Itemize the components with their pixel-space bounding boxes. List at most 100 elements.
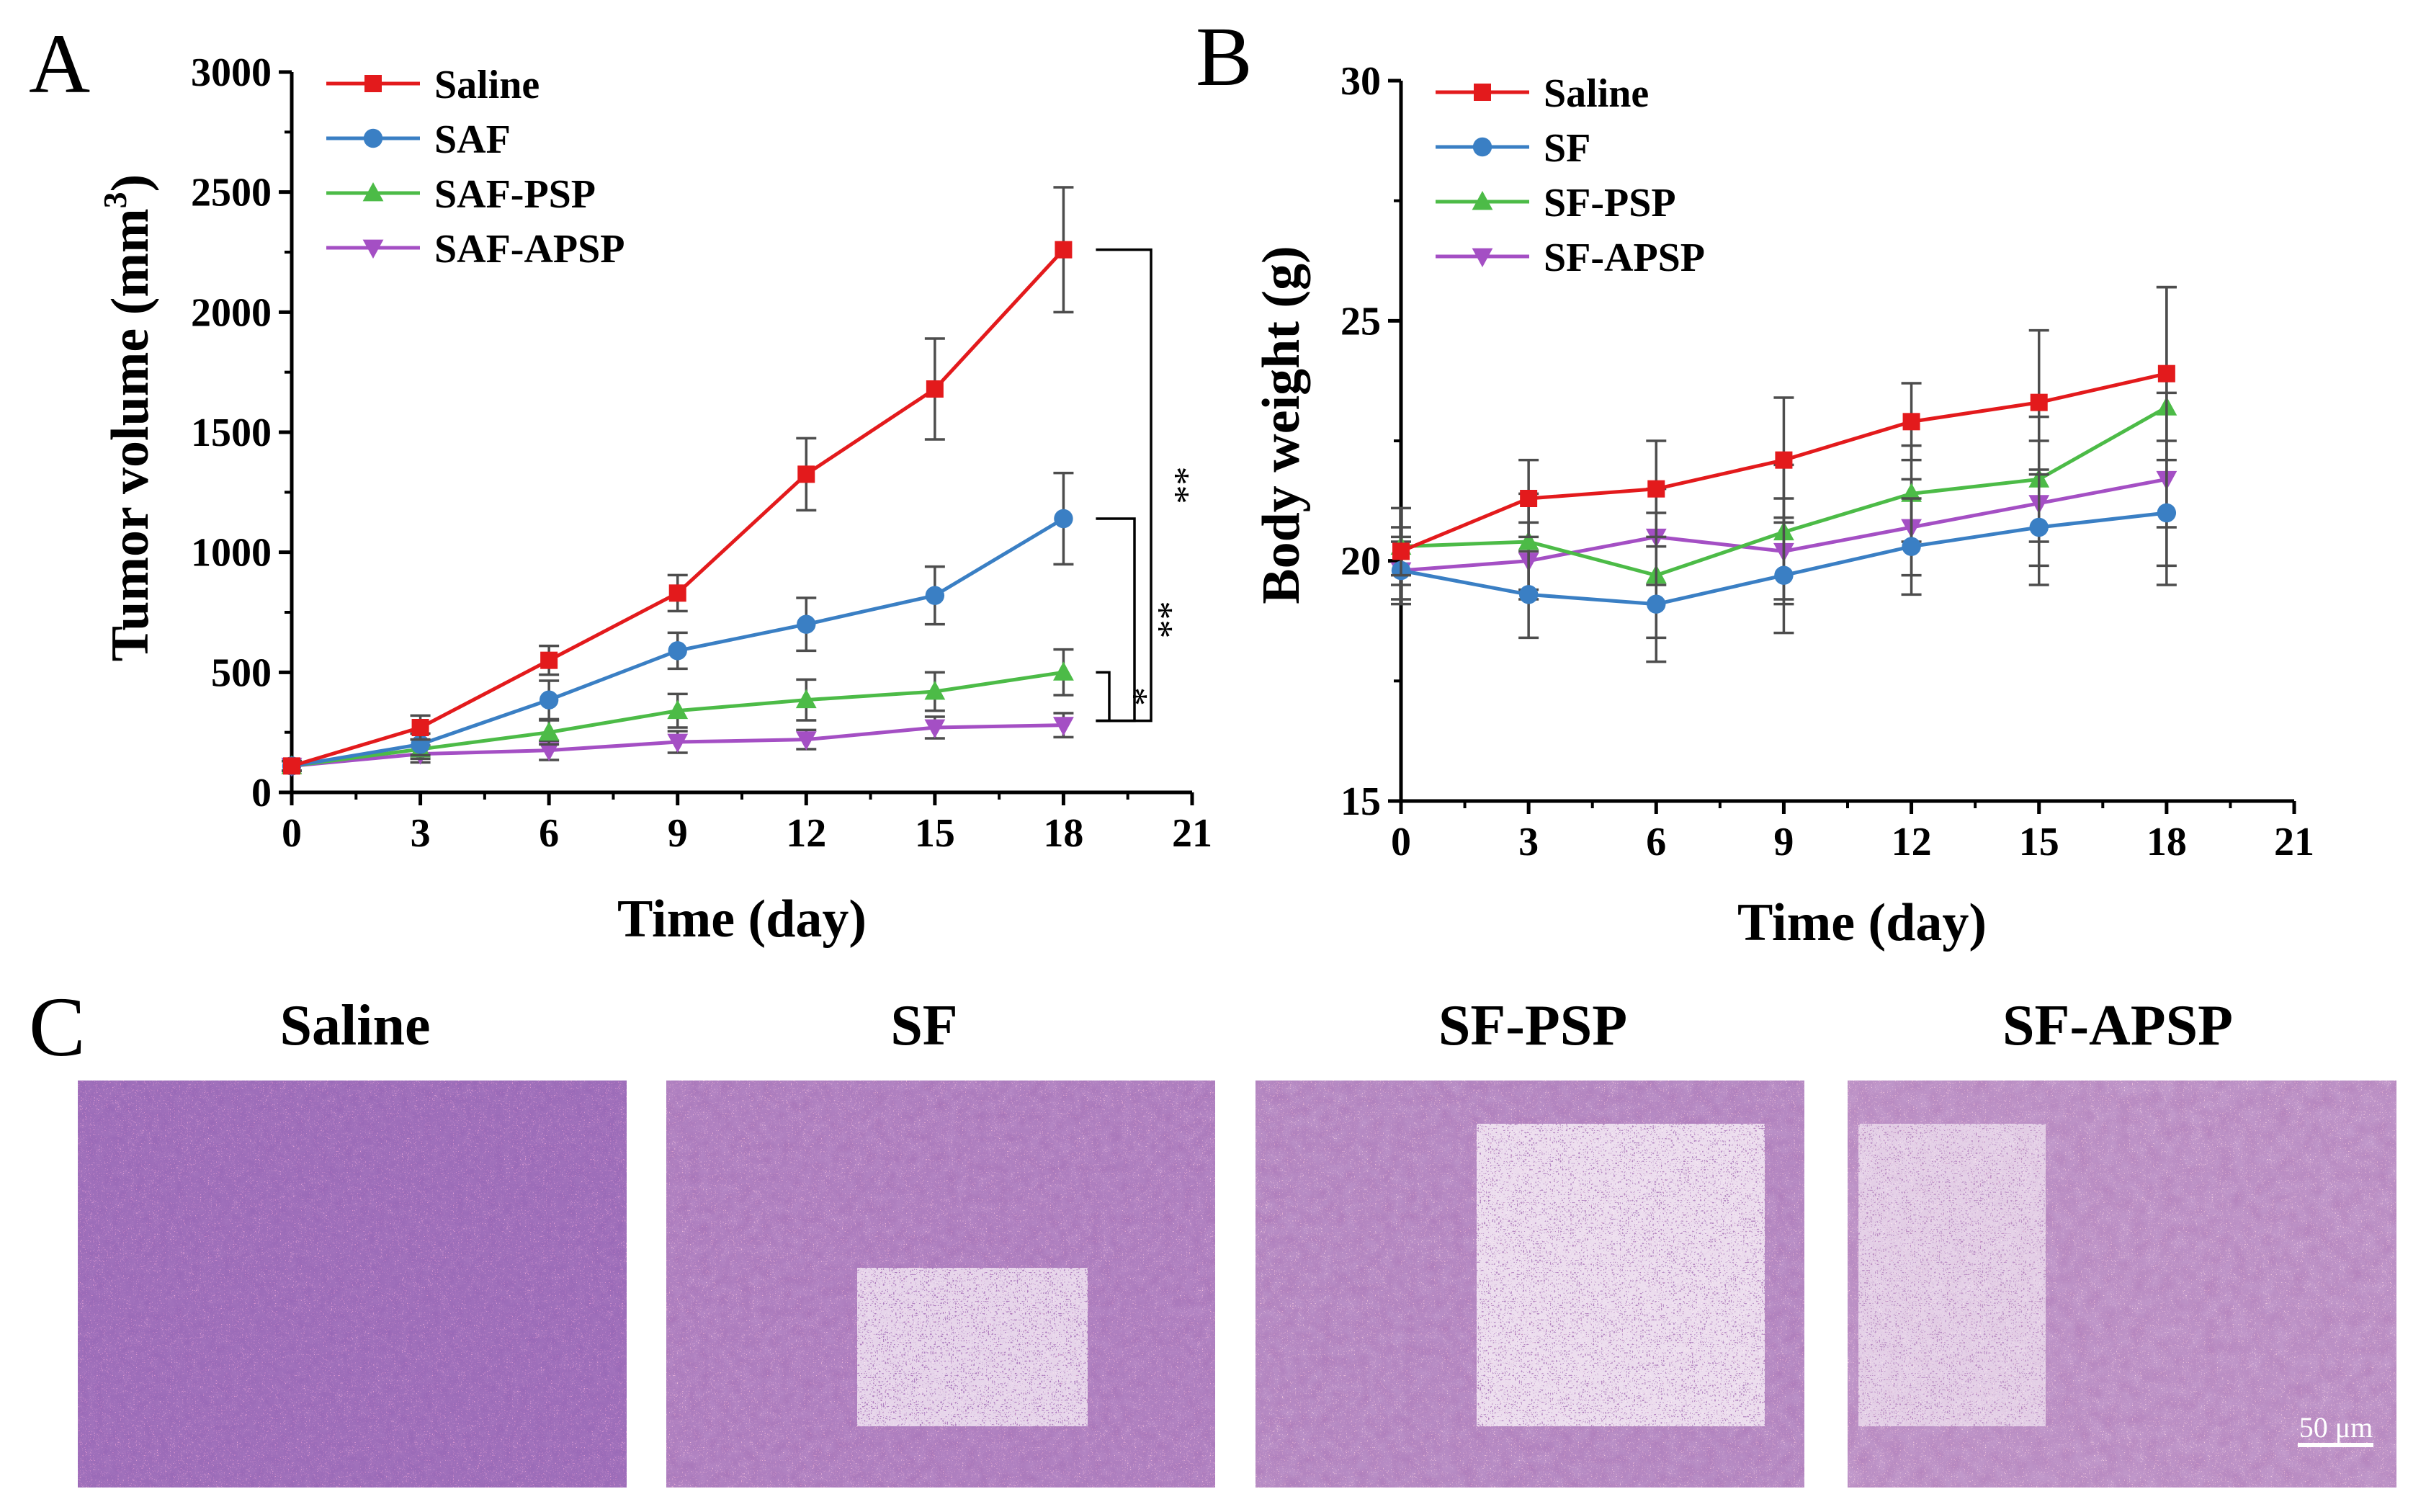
chart-a-data-point (1053, 717, 1074, 736)
chart-b-data-point (1902, 413, 1920, 431)
significance-bracket (1096, 248, 1152, 723)
chart-b-x-tick-label: 6 (1646, 820, 1666, 864)
chart-b-data-point (1774, 565, 1794, 585)
chart-a-y-tick-label: 1500 (191, 411, 272, 455)
panel-label-b: B (1196, 9, 1253, 104)
chart-b-data-point (2029, 517, 2049, 537)
chart-b-y-tick-label: 25 (1340, 299, 1381, 344)
chart-a-data-point (926, 380, 944, 398)
chart-a-legend: Saline SAF SAF-PSP SAF-APSP (326, 63, 625, 272)
chart-b-legend-label: SF-APSP (1544, 236, 1705, 280)
chart-a-data-point (411, 719, 429, 736)
chart-b-legend-label: SF (1544, 126, 1590, 171)
chart-b-ylabel: Body weight (g) (1252, 246, 1311, 604)
histology-image-saline (78, 1081, 627, 1488)
chart-a-data-point (924, 719, 946, 738)
chart-a-x-tick-label: 6 (539, 811, 559, 856)
chart-a-x-tick-label: 15 (915, 811, 955, 856)
chart-b-data-point (2030, 393, 2048, 411)
chart-b-y-tick-label: 30 (1340, 59, 1381, 104)
chart-a-legend-marker (362, 182, 384, 202)
chart-a-y-tick-label: 2500 (191, 171, 272, 215)
chart-a-x-tick-label: 9 (668, 811, 688, 856)
chart-a-legend-marker (364, 75, 382, 92)
chart-a-y-tick-label: 0 (251, 771, 272, 815)
chart-a-data-point (668, 641, 687, 661)
chart-b-data-point (1518, 531, 1539, 550)
chart-a-y-tick-label: 3000 (191, 50, 272, 95)
panel-label-c: C (29, 980, 86, 1074)
chart-a-data-point (795, 731, 817, 751)
chart-a-legend-marker (363, 128, 383, 148)
chart-a-xlabel: Time (day) (617, 890, 867, 949)
chart-b-legend-marker (1472, 191, 1493, 210)
chart-a-data-point (797, 465, 815, 483)
chart-b-data-point (1518, 585, 1539, 604)
chart-b-x-tick-label: 9 (1773, 820, 1794, 864)
chart-b-y-tick-label: 20 (1340, 540, 1381, 584)
chart-b-data-point (1520, 490, 1538, 507)
chart-a-legend-label: SAF-APSP (434, 227, 625, 272)
significance-label: ** (1155, 467, 1196, 504)
chart-b-data-point (1775, 451, 1793, 469)
chart-a-data-point (1054, 509, 1073, 529)
chart-a-data-point (795, 689, 817, 709)
chart-a-data-point (797, 614, 816, 634)
chart-a-x-tick-label: 21 (1172, 811, 1212, 856)
scale-bar-label: 50 μm (2299, 1411, 2373, 1444)
chart-a-legend-label: Saline (434, 63, 540, 107)
chart-a-x-tick-label: 12 (786, 811, 826, 856)
chart-b-legend-marker (1472, 137, 1492, 157)
significance-label: ** (1139, 601, 1180, 638)
chart-b-data-point (1647, 480, 1665, 498)
chart-a-legend-label: SAF-PSP (434, 172, 596, 217)
scale-bar (2298, 1443, 2373, 1447)
panel-label-a: A (29, 17, 90, 111)
chart-a-data-point (539, 690, 559, 710)
chart-a-data-point (283, 757, 300, 775)
body-weight-chart: 0 3 6 9 12 15 18 21 15 20 25 30 Saline SF SF-PSP SF-AP… (1252, 59, 2314, 952)
chart-a-series-saline (282, 186, 1074, 775)
histology-panel: Saline SF SF-PSP SF-APSP 50 μm (78, 994, 2396, 1488)
chart-a-x-tick-label: 3 (411, 811, 431, 856)
chart-a-data-point (1053, 661, 1074, 681)
histology-image-sf-apsp: 50 μm (1848, 1081, 2396, 1488)
chart-a-legend-marker (362, 239, 384, 259)
histology-image-sf (666, 1081, 1215, 1488)
chart-a-data-point (925, 586, 945, 605)
chart-b-legend-label: SF-PSP (1544, 181, 1676, 225)
chart-b-x-tick-label: 15 (2019, 820, 2059, 864)
chart-b-legend: Saline SF SF-PSP SF-APSP (1436, 71, 1705, 280)
chart-b-legend-marker (1472, 248, 1493, 267)
histology-title-sf: SF (890, 994, 957, 1057)
significance-bracket (1096, 517, 1136, 723)
histology-title-sf-apsp: SF-APSP (2002, 994, 2233, 1057)
chart-b-y-tick-label: 15 (1340, 779, 1381, 824)
chart-b-legend-marker (1474, 84, 1491, 101)
chart-a-data-point (924, 681, 946, 700)
chart-b-series-saline (1391, 285, 2177, 577)
chart-b-x-tick-label: 0 (1391, 820, 1411, 864)
histology-image-sf-psp (1255, 1081, 1804, 1488)
chart-a-data-point (540, 651, 558, 669)
chart-a-y-tick-label: 1000 (191, 531, 272, 576)
chart-a-x-tick-label: 18 (1043, 811, 1083, 856)
chart-b-x-tick-label: 12 (1892, 820, 1932, 864)
chart-b-xlabel: Time (day) (1737, 893, 1987, 952)
chart-b-x-tick-label: 21 (2274, 820, 2314, 864)
chart-a-y-tick-label: 500 (211, 650, 272, 695)
chart-b-data-point (2157, 503, 2177, 523)
chart-a-data-point (1055, 241, 1073, 259)
tumor-volume-chart: 0 3 6 9 12 15 18 21 0 500 1000 1500 2000 2500 3000 Sal… (97, 50, 1212, 949)
histology-title-sf-psp: SF-PSP (1438, 994, 1627, 1057)
chart-a-data-point (667, 733, 689, 753)
chart-b-x-tick-label: 18 (2147, 820, 2187, 864)
chart-b-data-point (1392, 542, 1410, 560)
chart-b-data-point (1901, 483, 1922, 502)
chart-a-data-point (538, 721, 560, 741)
chart-a-ylabel: Tumor volume (mm3) (97, 174, 160, 662)
chart-b-data-point (2157, 364, 2175, 383)
chart-a-data-point (538, 742, 560, 761)
chart-b-data-point (1902, 537, 1921, 556)
